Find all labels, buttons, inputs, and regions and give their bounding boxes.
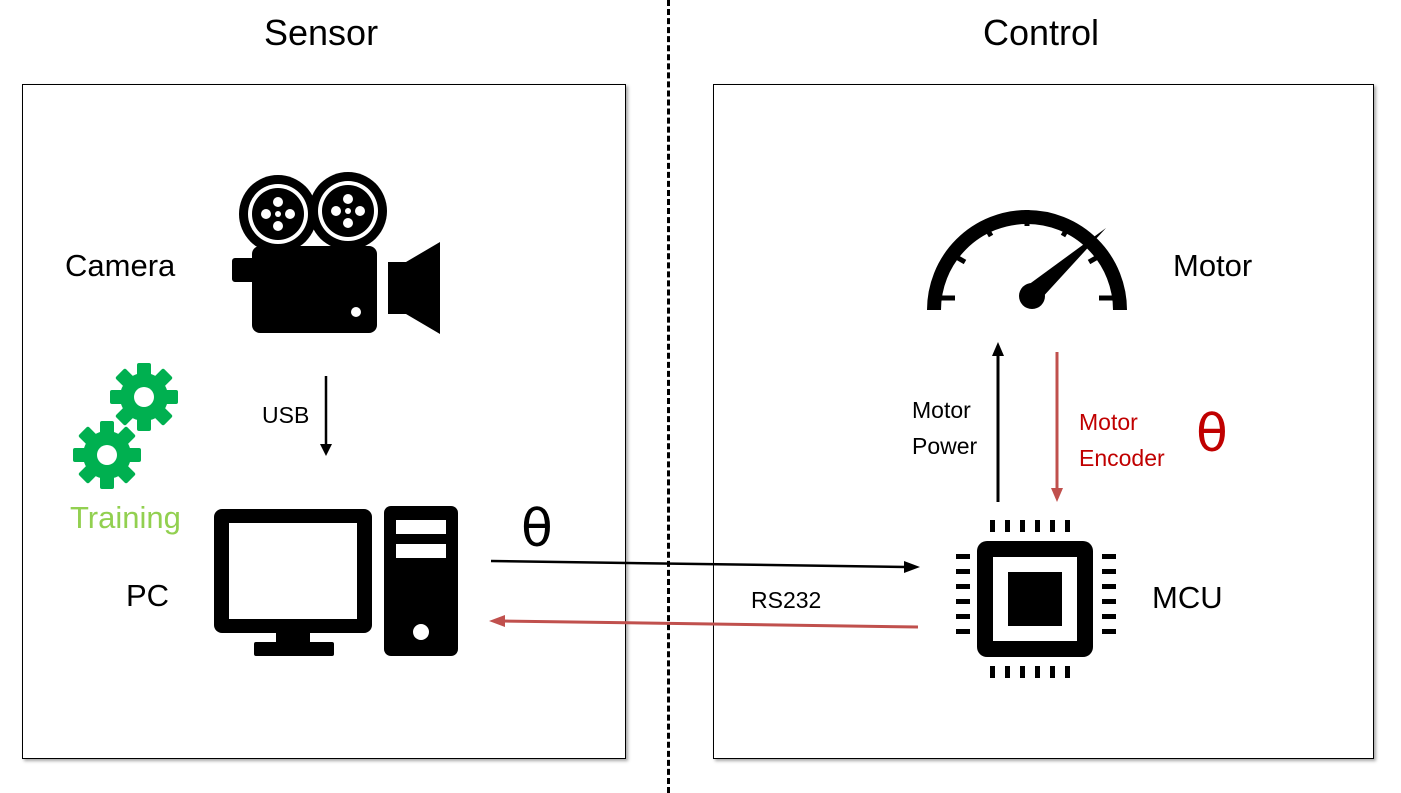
motor-power-label-line-1: Motor	[912, 397, 971, 423]
usb-arrow	[320, 376, 332, 456]
theta-encoder-label: θ	[1196, 404, 1228, 464]
section-divider	[667, 0, 670, 793]
desktop-computer-icon	[214, 506, 458, 656]
rs232-label: RS232	[751, 587, 822, 613]
sensor-section-title: Sensor	[264, 12, 379, 53]
theta-output-label: θ	[521, 499, 553, 559]
camera-label: Camera	[65, 248, 176, 283]
pc-label: PC	[126, 578, 170, 613]
training-label: Training	[70, 500, 181, 535]
usb-label: USB	[262, 402, 310, 428]
motor-arrows	[992, 342, 1063, 502]
motor-encoder-label-line-2: Encoder	[1079, 445, 1165, 471]
motor-power-label-line-2: Power	[912, 433, 978, 459]
microchip-icon	[956, 520, 1116, 678]
motor-encoder-label-line-1: Motor	[1079, 409, 1138, 435]
motor-label: Motor	[1173, 248, 1253, 283]
mcu-label: MCU	[1152, 580, 1223, 615]
speedometer-icon	[927, 210, 1127, 311]
control-section-title: Control	[983, 12, 1100, 53]
video-camera-icon	[232, 172, 440, 334]
